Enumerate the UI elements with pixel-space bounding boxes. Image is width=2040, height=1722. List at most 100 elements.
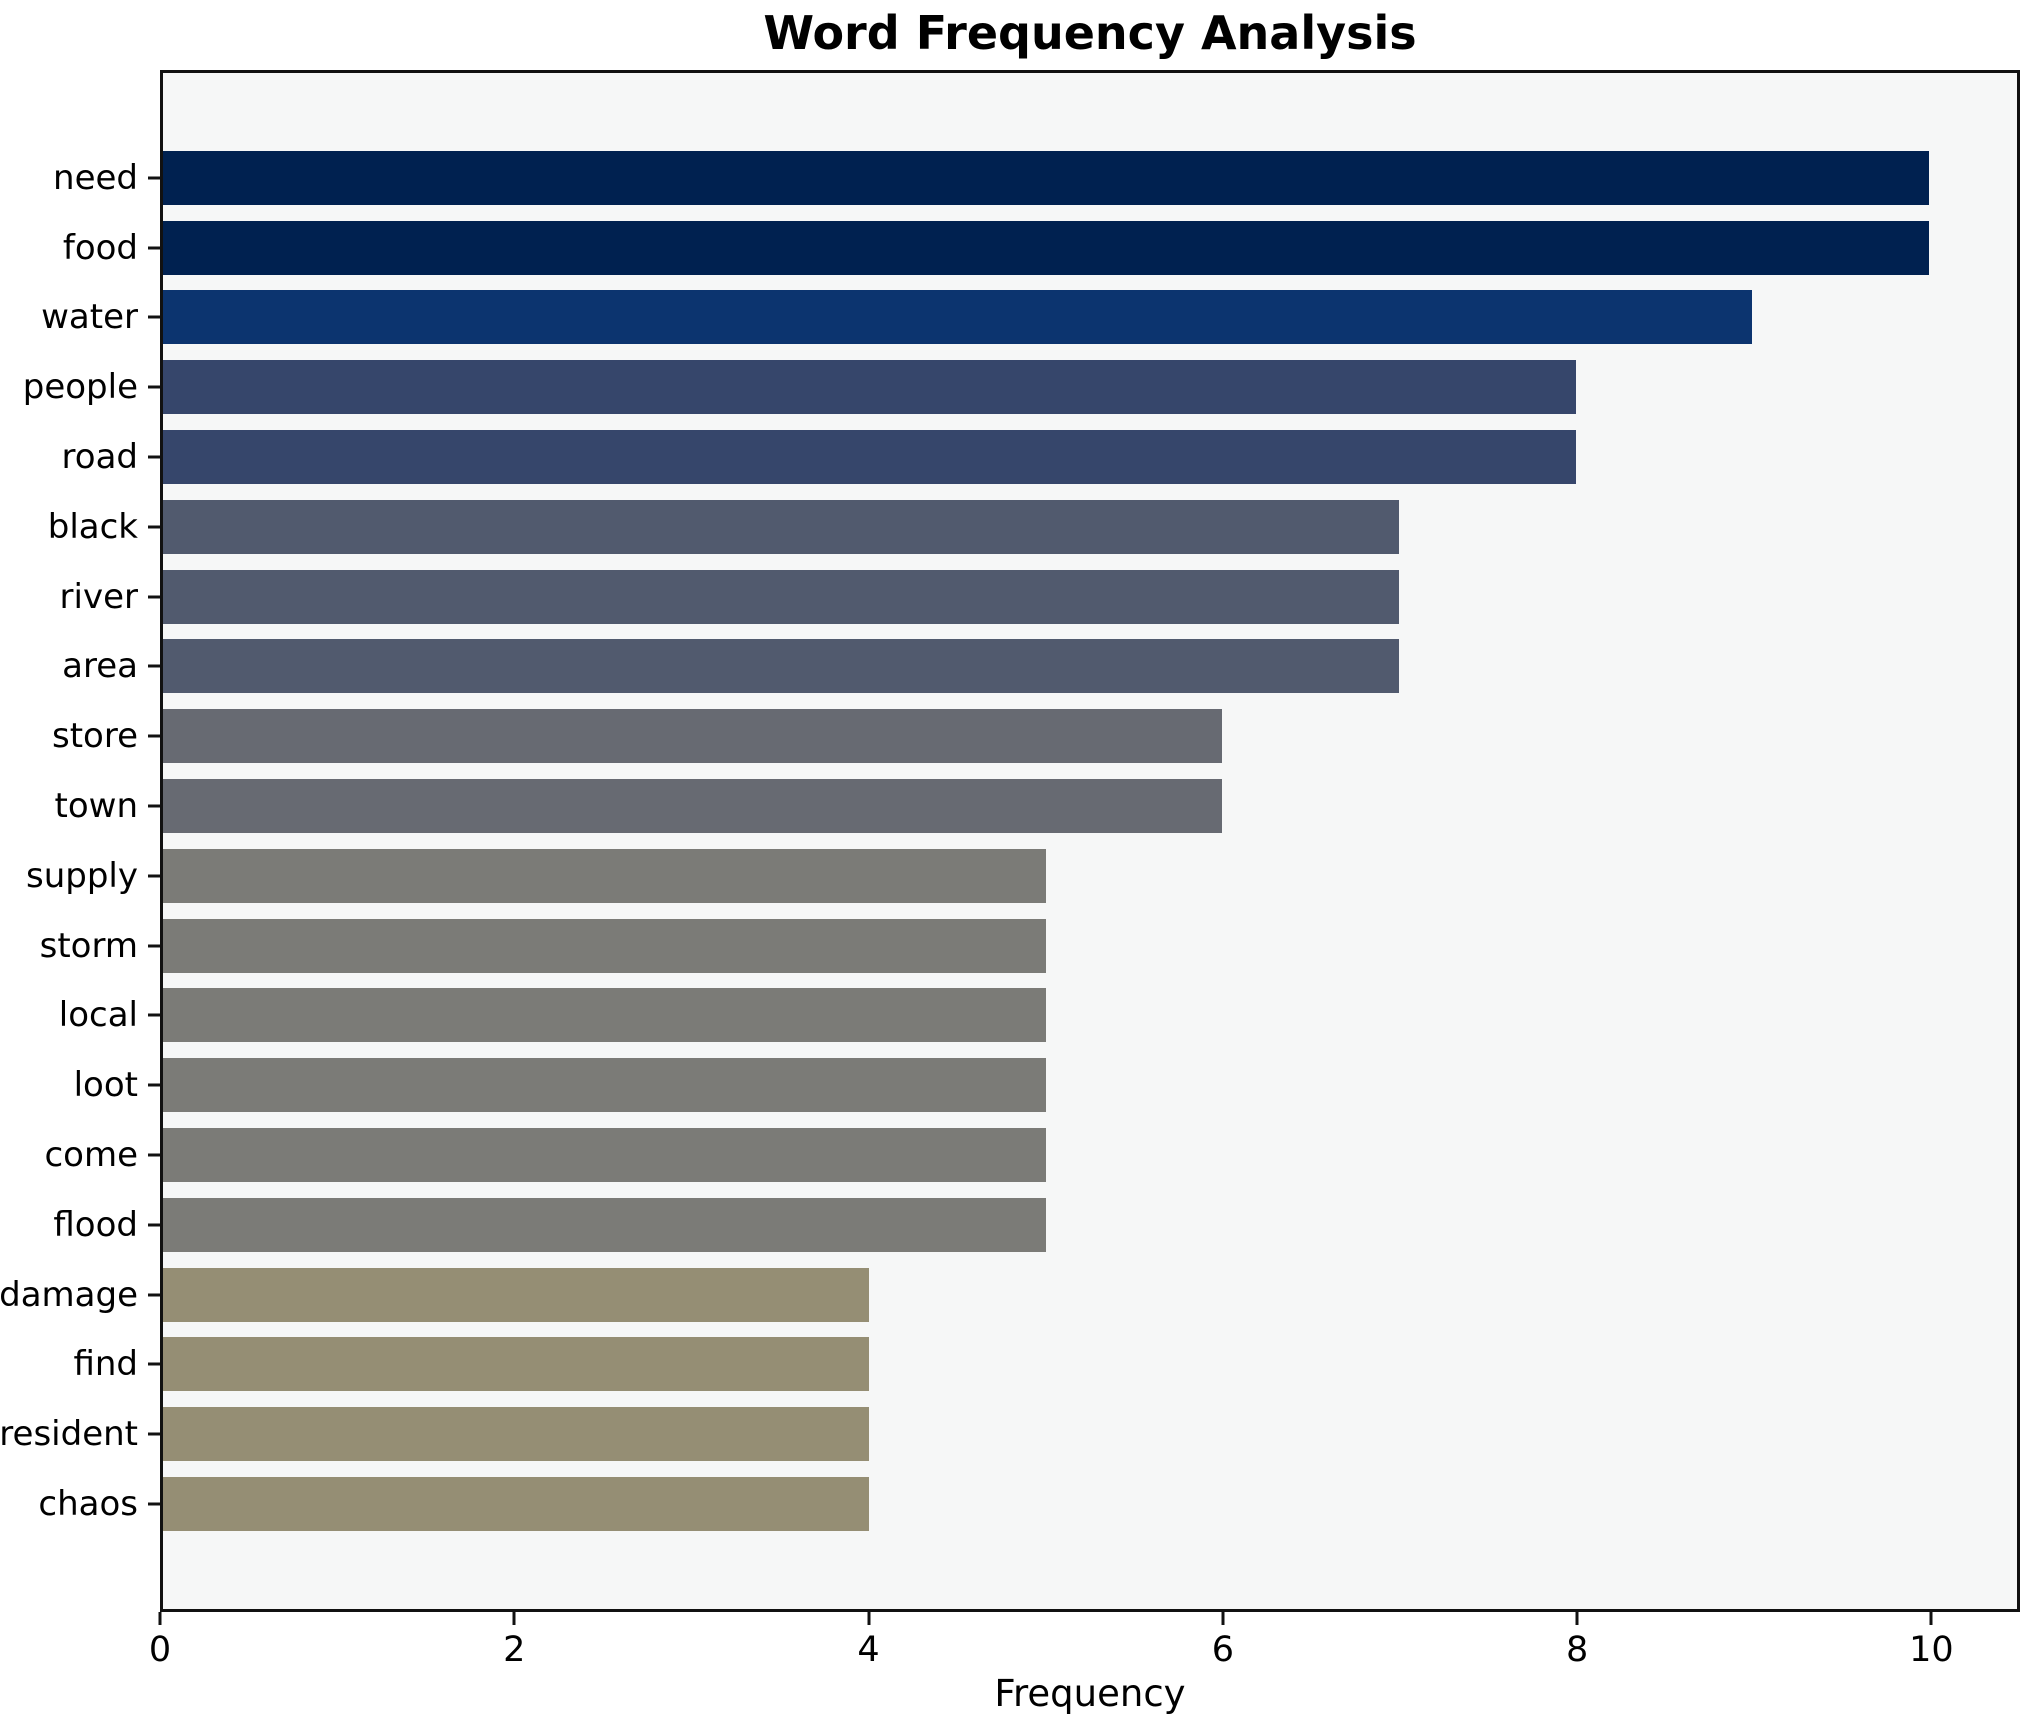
x-tick-mark-6 — [1221, 1612, 1225, 1625]
y-tick-label-store: store — [52, 716, 138, 757]
y-axis: need food water people road black river area sto… — [0, 70, 160, 1612]
y-tick-row-loot: loot — [0, 1050, 160, 1120]
y-tick-row-black: black — [0, 492, 160, 562]
x-tick-mark-0 — [158, 1612, 162, 1625]
y-tick-label-flood: flood — [53, 1204, 138, 1245]
x-tick-mark-8 — [1575, 1612, 1579, 1625]
y-tick-mark-need — [148, 176, 160, 180]
y-tick-mark-food — [148, 246, 160, 250]
y-tick-label-come: come — [44, 1135, 138, 1175]
bar-road — [163, 430, 1576, 485]
y-tick-row-storm: storm — [0, 911, 160, 981]
y-tick-mark-chaos — [148, 1502, 160, 1506]
bar-find — [163, 1337, 870, 1392]
bars-container — [163, 73, 2017, 1609]
bar-row-find — [163, 1330, 2017, 1400]
bar-damage — [163, 1267, 870, 1322]
y-tick-row-water: water — [0, 283, 160, 353]
chart-title: Word Frequency Analysis — [763, 6, 1417, 60]
y-tick-label-damage: damage — [0, 1274, 138, 1315]
x-tick-mark-10 — [1929, 1612, 1933, 1625]
y-tick-mark-resident — [148, 1432, 160, 1436]
y-tick-mark-water — [148, 315, 160, 319]
bar-row-town — [163, 771, 2017, 841]
y-tick-row-come: come — [0, 1120, 160, 1190]
y-tick-label-resident: resident — [0, 1414, 138, 1455]
bar-row-storm — [163, 911, 2017, 981]
bar-loot — [163, 1058, 1046, 1113]
x-tick-mark-4 — [867, 1612, 871, 1625]
y-tick-row-chaos: chaos — [0, 1469, 160, 1539]
y-tick-label-local: local — [58, 995, 138, 1036]
bar-chaos — [163, 1476, 870, 1531]
bar-row-come — [163, 1120, 2017, 1190]
bar-food — [163, 220, 1929, 275]
y-tick-label-need: need — [53, 157, 138, 198]
bar-row-area — [163, 632, 2017, 702]
y-tick-row-find: find — [0, 1330, 160, 1400]
y-tick-row-damage: damage — [0, 1260, 160, 1330]
bar-supply — [163, 848, 1046, 903]
y-tick-mark-town — [148, 804, 160, 808]
y-tick-label-food: food — [62, 227, 138, 268]
bar-row-food — [163, 213, 2017, 283]
y-tick-label-black: black — [47, 506, 138, 547]
y-tick-mark-find — [148, 1362, 160, 1366]
y-tick-row-food: food — [0, 213, 160, 283]
y-tick-mark-local — [148, 1013, 160, 1017]
x-tick-label-4: 4 — [857, 1630, 880, 1670]
y-tick-mark-damage — [148, 1293, 160, 1297]
y-tick-label-river: river — [59, 576, 138, 617]
x-tick-label-10: 10 — [1909, 1630, 1954, 1670]
y-tick-row-town: town — [0, 771, 160, 841]
bar-row-supply — [163, 841, 2017, 911]
y-tick-row-local: local — [0, 981, 160, 1051]
y-tick-row-need: need — [0, 143, 160, 213]
y-tick-mark-road — [148, 455, 160, 459]
bar-black — [163, 499, 1399, 554]
y-tick-label-people: people — [22, 367, 138, 408]
y-tick-mark-black — [148, 525, 160, 529]
bar-row-black — [163, 492, 2017, 562]
bar-store — [163, 709, 1223, 764]
bar-water — [163, 290, 1753, 345]
bar-row-resident — [163, 1399, 2017, 1469]
bar-row-river — [163, 562, 2017, 632]
y-tick-row-flood: flood — [0, 1190, 160, 1260]
x-tick-label-0: 0 — [148, 1630, 172, 1670]
bar-row-flood — [163, 1190, 2017, 1260]
bar-town — [163, 779, 1223, 834]
bar-row-local — [163, 981, 2017, 1051]
x-tick-mark-2 — [512, 1612, 516, 1625]
bar-row-chaos — [163, 1469, 2017, 1539]
bar-row-loot — [163, 1050, 2017, 1120]
y-tick-mark-area — [148, 664, 160, 668]
x-tick-label-8: 8 — [1566, 1630, 1589, 1670]
y-tick-label-find: find — [73, 1344, 138, 1385]
y-tick-row-area: area — [0, 632, 160, 702]
y-tick-mark-supply — [148, 874, 160, 878]
bar-row-road — [163, 422, 2017, 492]
y-tick-label-supply: supply — [26, 855, 138, 896]
y-tick-mark-storm — [148, 944, 160, 948]
y-tick-row-store: store — [0, 701, 160, 771]
y-tick-label-town: town — [54, 786, 139, 827]
bar-area — [163, 639, 1399, 694]
bar-row-people — [163, 352, 2017, 422]
bar-row-water — [163, 283, 2017, 353]
x-tick-label-6: 6 — [1211, 1630, 1234, 1670]
y-tick-row-resident: resident — [0, 1399, 160, 1469]
y-tick-label-water: water — [41, 297, 138, 338]
bar-river — [163, 569, 1399, 624]
y-tick-row-river: river — [0, 562, 160, 632]
bar-row-store — [163, 701, 2017, 771]
y-tick-mark-river — [148, 595, 160, 599]
bar-row-need — [163, 143, 2017, 213]
y-tick-label-storm: storm — [39, 925, 138, 966]
bar-come — [163, 1128, 1046, 1182]
y-tick-row-road: road — [0, 422, 160, 492]
y-tick-mark-loot — [148, 1083, 160, 1087]
y-tick-label-area: area — [62, 646, 138, 687]
y-tick-mark-store — [148, 734, 160, 738]
